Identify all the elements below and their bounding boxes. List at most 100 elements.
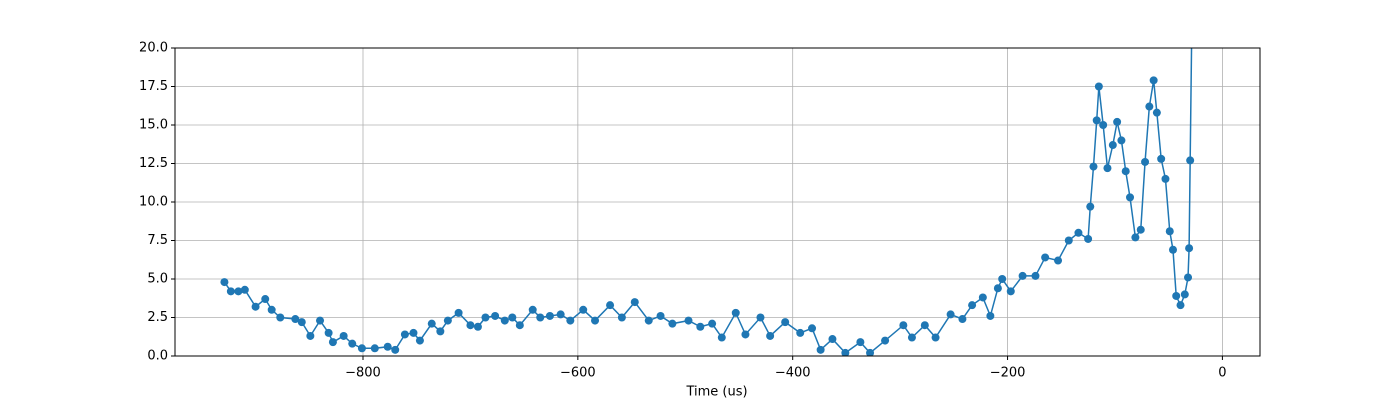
point [1141, 157, 1150, 166]
point [400, 330, 409, 339]
point [261, 295, 270, 304]
x-tick-label: −400 [775, 366, 811, 381]
point [828, 335, 837, 344]
point [993, 284, 1002, 293]
point [297, 318, 306, 327]
point [998, 275, 1007, 283]
x-axis-label: Time (us) [685, 385, 747, 400]
point [808, 324, 817, 333]
point [556, 310, 565, 319]
point [415, 336, 424, 345]
point [357, 344, 366, 353]
point [251, 302, 260, 311]
point [579, 305, 588, 314]
point [617, 313, 626, 322]
point [291, 315, 300, 324]
y-tick-label: 7.5 [147, 233, 168, 248]
point [545, 311, 554, 320]
point [391, 345, 400, 354]
point [1149, 76, 1158, 85]
point [1184, 273, 1193, 282]
point [240, 285, 249, 294]
series-line [223, 48, 1193, 354]
y-tick-label: 15.0 [139, 118, 168, 133]
point [644, 316, 653, 325]
point [1103, 164, 1112, 173]
x-tick-label: −200 [990, 366, 1026, 381]
point [1094, 82, 1103, 91]
point [454, 308, 463, 317]
point [220, 278, 229, 287]
point [1152, 108, 1161, 117]
point [481, 313, 490, 322]
point [731, 308, 740, 317]
point [491, 311, 500, 320]
point [515, 321, 524, 330]
y-tick-label: 0.0 [147, 349, 168, 364]
point [348, 339, 357, 348]
point [1041, 253, 1050, 262]
point [866, 348, 875, 356]
point [466, 321, 475, 330]
point [1126, 193, 1135, 202]
point [436, 327, 445, 336]
point [958, 315, 967, 324]
point [536, 313, 545, 322]
point [1099, 121, 1108, 129]
point [316, 316, 325, 325]
point [1084, 234, 1093, 243]
point [920, 321, 929, 330]
x-tick-label: −600 [560, 366, 596, 381]
point [899, 321, 908, 330]
y-tick-label: 5.0 [147, 272, 168, 287]
point [717, 333, 726, 342]
point [907, 333, 916, 342]
point [383, 342, 392, 351]
point [1180, 290, 1189, 299]
point [1185, 244, 1194, 253]
point [856, 338, 865, 347]
point [324, 328, 333, 337]
point [1064, 236, 1073, 245]
point [508, 313, 517, 322]
point [1054, 256, 1063, 265]
point [528, 305, 537, 314]
point [684, 316, 693, 325]
point [1121, 167, 1130, 176]
point [766, 331, 775, 340]
point [566, 316, 575, 325]
point [1092, 116, 1101, 125]
point [226, 287, 235, 296]
point [1165, 227, 1174, 236]
point [1117, 136, 1126, 145]
point [841, 348, 850, 356]
point [1086, 202, 1095, 211]
y-tick-label: 17.5 [139, 79, 168, 94]
point [1161, 174, 1170, 183]
x-tick-label: 0 [1218, 366, 1226, 381]
point [427, 319, 436, 328]
point [1168, 245, 1177, 254]
point [234, 287, 243, 296]
point [606, 301, 615, 310]
point [1172, 291, 1181, 300]
plot-area [220, 48, 1195, 356]
point [276, 313, 285, 322]
point [1089, 162, 1098, 171]
y-tick-label: 2.5 [147, 310, 168, 325]
point [708, 319, 717, 328]
point [1006, 287, 1015, 296]
point [1186, 156, 1195, 165]
point [1018, 271, 1027, 280]
y-tick-label: 10.0 [139, 195, 168, 210]
point [1131, 233, 1140, 242]
point [306, 331, 315, 340]
point [473, 322, 482, 331]
point [328, 338, 337, 347]
x-tick-label: −800 [345, 366, 381, 381]
point [443, 316, 452, 325]
point [1176, 301, 1185, 310]
point [500, 316, 509, 325]
point [968, 301, 977, 310]
